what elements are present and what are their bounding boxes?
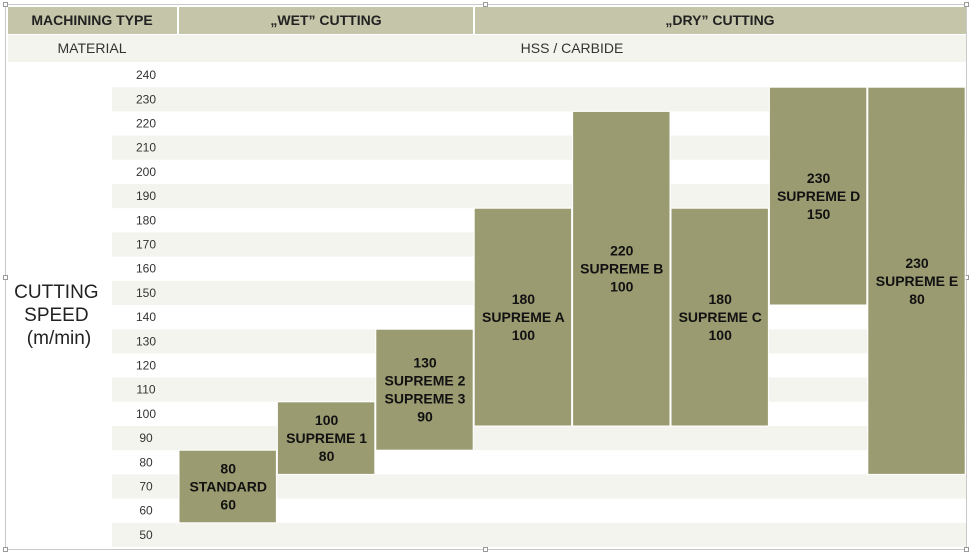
bar-label: 180 [709, 291, 733, 307]
y-tick-label: 220 [136, 117, 156, 131]
material-row [8, 35, 966, 62]
y-tick-label: 120 [136, 359, 156, 373]
y-tick-label: 80 [139, 455, 153, 469]
bar-label: SUPREME 3 [385, 391, 466, 407]
speed-bar [572, 110, 671, 427]
bar-label: 60 [220, 497, 236, 513]
y-tick-label: 50 [139, 528, 153, 542]
speed-bars: 80 STANDARD 60 100 SUPREME 1 80 130 SUPREME 2 SU… [178, 86, 966, 524]
y-tick-label: 110 [136, 383, 155, 397]
y-tick-label: 130 [136, 334, 156, 348]
y-axis-label: CUTTING SPEED (m/min) [14, 282, 104, 349]
bar-label: 150 [807, 206, 831, 222]
header-cell-dry [475, 7, 966, 34]
bar-label: 230 [807, 170, 831, 186]
y-tick-label: 100 [136, 407, 156, 421]
bar-label: 100 [610, 279, 634, 295]
y-tick-label: 90 [139, 431, 153, 445]
row-band [112, 426, 966, 451]
y-tick-label: 180 [136, 213, 156, 227]
y-tick-label: 70 [139, 480, 153, 494]
bar-label: 130 [413, 355, 437, 371]
bar-label: SUPREME 1 [286, 430, 367, 446]
y-tick-label: 190 [136, 189, 156, 203]
bar-label: SUPREME C [679, 309, 762, 325]
y-tick-label: 200 [136, 165, 156, 179]
resize-handle-bottom-center[interactable] [483, 547, 488, 552]
y-tick-labels: 240 230 220 210 200 190 180 170 160 150 140 130 120 1… [136, 68, 156, 542]
speed-bar [670, 207, 769, 427]
bar-label: 100 [315, 412, 339, 428]
speed-bar [375, 328, 474, 451]
resize-handle-top-left[interactable] [3, 2, 8, 7]
y-tick-label: 170 [136, 238, 156, 252]
y-tick-label: 150 [136, 286, 156, 300]
speed-bar [473, 207, 573, 427]
row-band [112, 522, 966, 547]
y-axis-label-line-1: CUTTING [14, 282, 98, 303]
speed-bar [276, 401, 376, 475]
bar-label: 80 [319, 448, 335, 464]
resize-handle-top-right[interactable] [964, 2, 969, 7]
y-tick-label: 60 [139, 504, 153, 518]
bar-label: 100 [709, 327, 733, 343]
resize-handle-top-center[interactable] [483, 2, 488, 7]
y-axis-label-line-2: SPEED [24, 305, 88, 326]
resize-handle-bottom-left[interactable] [3, 547, 8, 552]
y-axis-label-line-3: (m/min) [27, 328, 91, 349]
y-tick-label: 240 [136, 68, 156, 82]
resize-handle-middle-left[interactable] [3, 275, 8, 280]
bar-label: 180 [512, 291, 536, 307]
header-cell-wet [179, 7, 473, 34]
material-value: HSS / CARBIDE [521, 40, 624, 56]
bar-label: SUPREME B [580, 261, 663, 277]
bar-label: 100 [512, 327, 536, 343]
bar-label: 80 [220, 461, 236, 477]
machining-type-label: MACHINING TYPE [31, 12, 152, 28]
header-cell-machining-type [8, 7, 177, 34]
speed-bar [867, 86, 966, 475]
material-label: MATERIAL [58, 40, 127, 56]
speed-bar [768, 86, 868, 306]
bar-label: SUPREME 2 [385, 373, 466, 389]
resize-handle-bottom-right[interactable] [964, 547, 969, 552]
bar-label: 230 [905, 255, 929, 271]
bar-label: SUPREME D [777, 188, 860, 204]
bar-label: SUPREME A [482, 309, 565, 325]
y-tick-label: 230 [136, 92, 156, 106]
y-tick-label: 160 [136, 262, 156, 276]
wet-cutting-label: „WET” CUTTING [270, 12, 381, 28]
y-tick-label: 210 [136, 141, 156, 155]
dry-cutting-label: „DRY” CUTTING [665, 12, 774, 28]
speed-bar [178, 449, 277, 524]
y-tick-label: 140 [136, 310, 156, 324]
bar-label: 220 [610, 243, 634, 259]
bar-label: SUPREME E [876, 273, 958, 289]
bar-label: 90 [417, 409, 433, 425]
bar-label: 80 [909, 291, 925, 307]
bar-label: STANDARD [189, 479, 267, 495]
